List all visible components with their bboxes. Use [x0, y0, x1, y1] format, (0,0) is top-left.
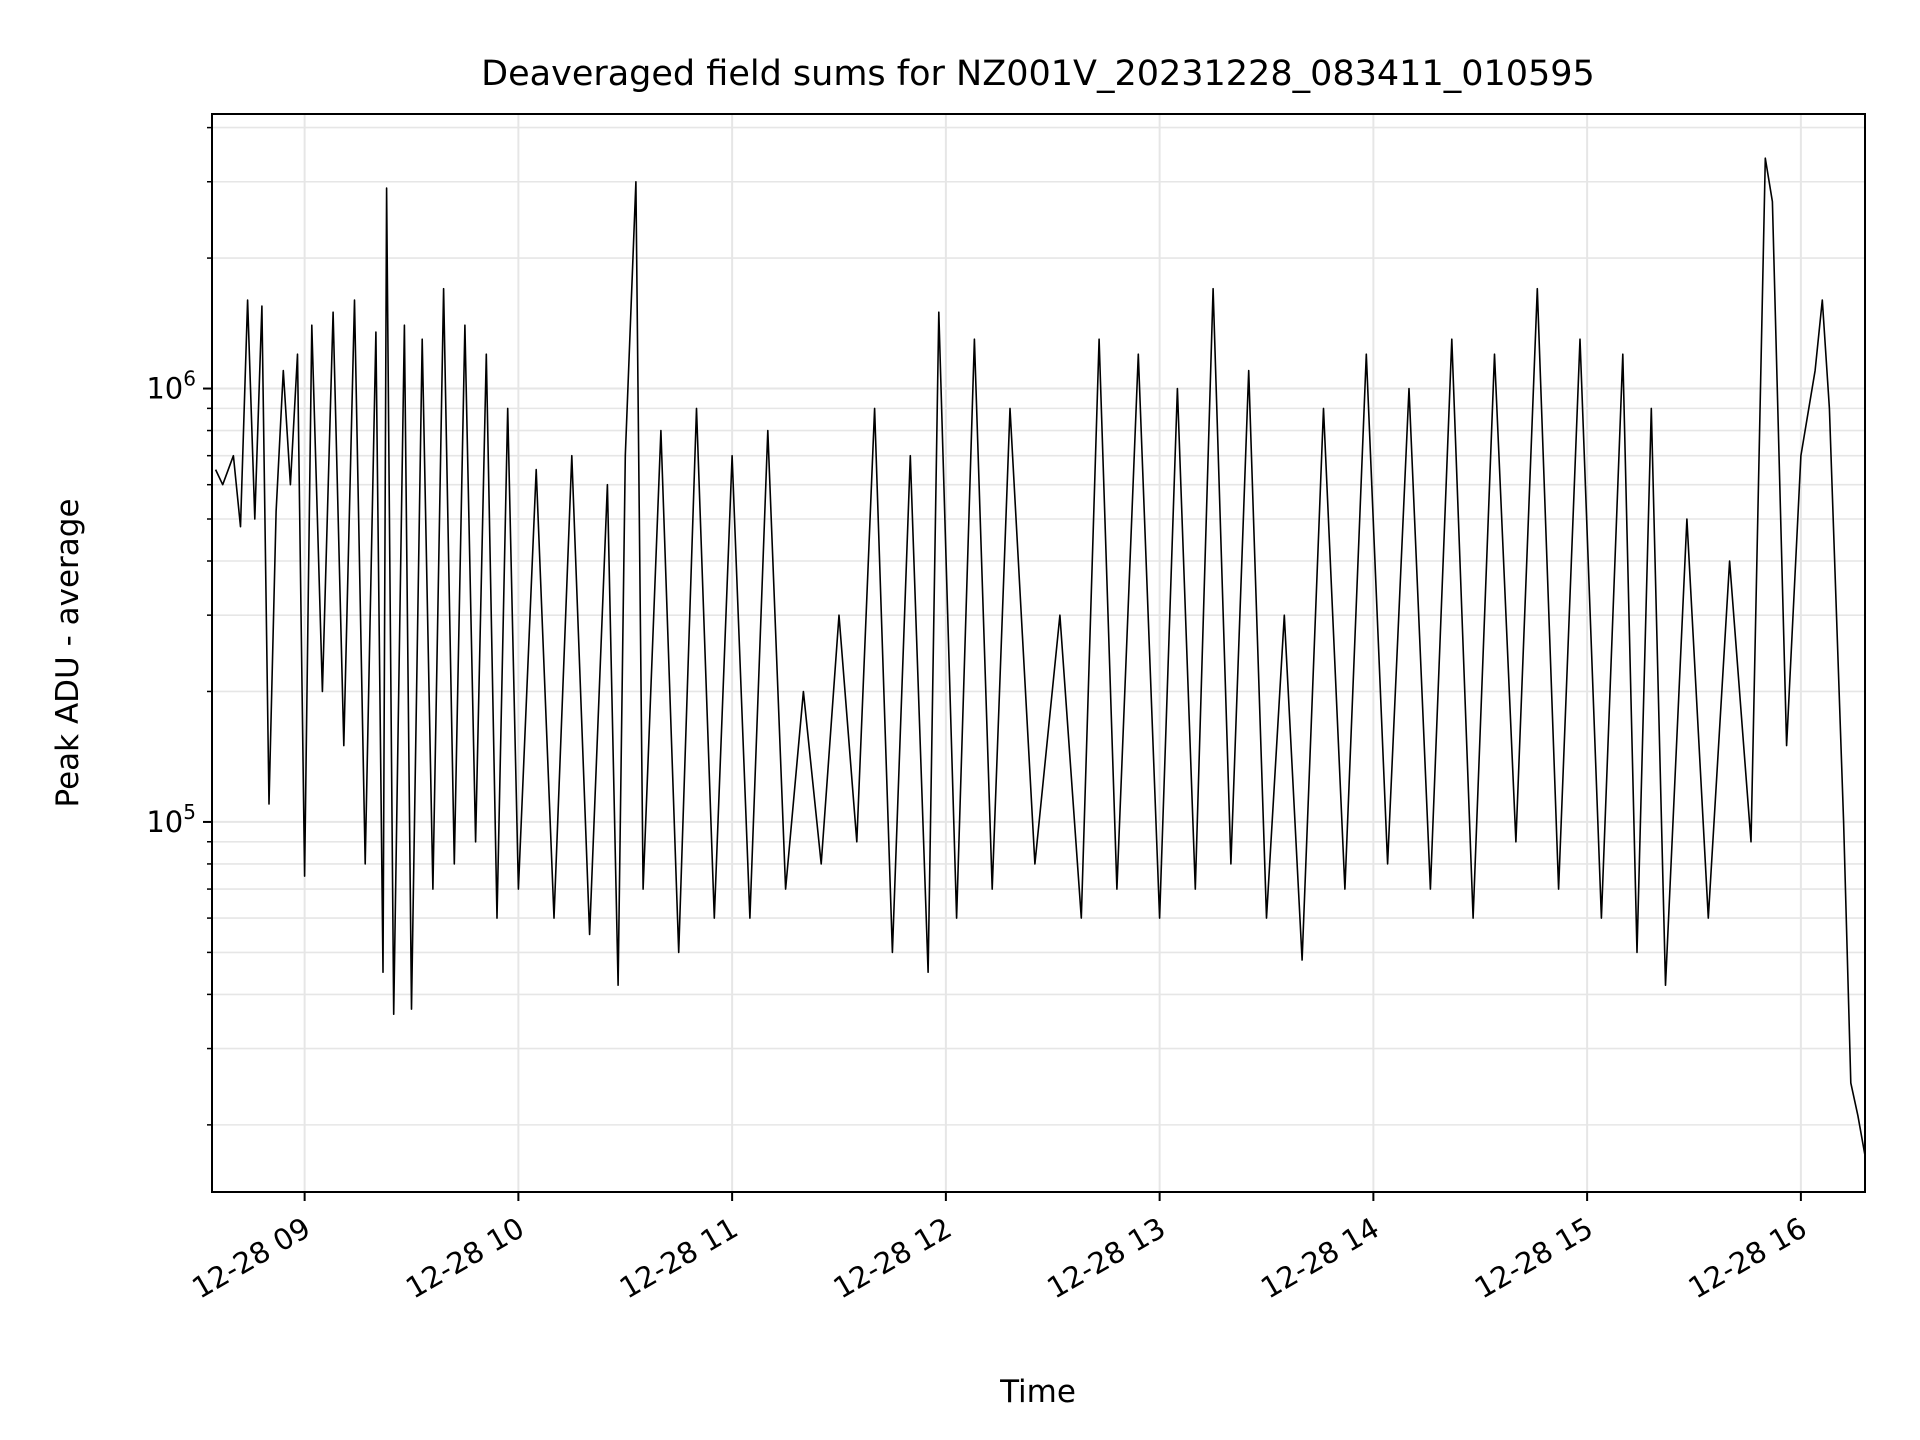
- x-axis-label: Time: [999, 1374, 1076, 1410]
- y-tick-label: 106: [146, 367, 196, 406]
- chart-title: Deaveraged field sums for NZ001V_2023122…: [481, 54, 1595, 94]
- series-line: [214, 157, 1866, 1156]
- y-axis-label: Peak ADU - average: [50, 498, 86, 807]
- y-tick-label: 105: [146, 800, 196, 839]
- plot-frame: [211, 113, 1866, 1193]
